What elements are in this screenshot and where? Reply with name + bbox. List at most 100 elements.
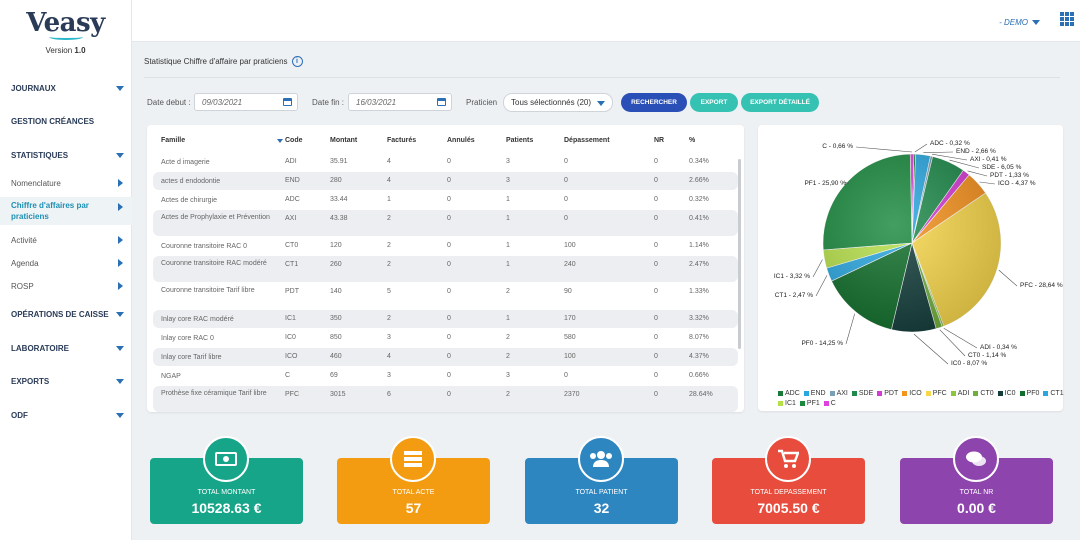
kpi-value: 10528.63 €: [191, 500, 262, 516]
apps-grid-icon[interactable]: [1060, 12, 1074, 26]
pie-label-ct1: CT1 - 2,47 %: [774, 292, 813, 299]
rechercher-button[interactable]: RECHERCHER: [621, 93, 687, 112]
sidebar-item-statistiques[interactable]: STATISTIQUES: [0, 145, 132, 165]
date-fin-label: Date fin :: [312, 98, 345, 107]
cell-depassement: 0: [564, 158, 568, 165]
legend-item-end[interactable]: END: [803, 389, 826, 398]
legend-item-ct1[interactable]: CT1: [1043, 389, 1064, 398]
col-annules[interactable]: Annulés: [447, 137, 475, 144]
pie-leader-line: [949, 159, 980, 169]
export-detaille-button[interactable]: EXPORT DÉTAILLÉ: [741, 93, 819, 112]
legend-label: CT0: [980, 390, 994, 397]
legend-item-pf1[interactable]: PF1: [799, 399, 820, 408]
sidebar-item-chiffre-affaires[interactable]: Chiffre d'affaires par praticiens: [0, 197, 132, 225]
chevron-right-icon: [118, 179, 123, 187]
col-code[interactable]: Code: [285, 137, 303, 144]
sidebar-item-operations-caisse[interactable]: OPÉRATIONS DE CAISSE: [0, 304, 132, 324]
sidebar-item-laboratoire[interactable]: LABORATOIRE: [0, 338, 132, 358]
pie-label-ic0: IC0 - 8,07 %: [951, 360, 988, 367]
legend-item-pf0[interactable]: PF0: [1019, 389, 1040, 398]
legend-item-pfc[interactable]: PFC: [925, 389, 947, 398]
sidebar-item-rosp[interactable]: ROSP: [0, 276, 132, 296]
cell-annules: 0: [447, 261, 451, 268]
legend-swatch: [925, 391, 931, 396]
legend-item-adc[interactable]: ADC: [778, 389, 800, 398]
cell-factures: 4: [387, 353, 391, 360]
legend-item-adi[interactable]: ADI: [950, 389, 969, 398]
pie-label-pf1: PF1 - 25,90 %: [804, 180, 846, 187]
sidebar-item-activite[interactable]: Activité: [0, 230, 132, 250]
chevron-down-icon: [116, 412, 124, 418]
table-row: Couronne transitoire RAC modéré CT1 260 2 0 1…: [153, 256, 738, 282]
cell-nr: 0: [654, 215, 658, 222]
col-percent[interactable]: %: [689, 137, 696, 144]
sidebar-item-nomenclature[interactable]: Nomenclature: [0, 173, 132, 193]
cell-annules: 0: [447, 353, 451, 360]
chevron-down-icon: [116, 311, 124, 317]
cell-nr: 0: [654, 334, 658, 341]
sidebar-item-exports[interactable]: EXPORTS: [0, 371, 132, 391]
cell-factures: 3: [387, 334, 391, 341]
pie-label-c: C - 0,66 %: [822, 143, 853, 150]
calendar-icon[interactable]: [437, 98, 446, 106]
cell-annules: 0: [447, 158, 451, 165]
sidebar-item-odf[interactable]: ODF: [0, 405, 132, 425]
kpi-label: TOTAL PATIENT: [575, 489, 628, 496]
date-debut-input[interactable]: 09/03/2021: [194, 93, 298, 111]
cell-annules: 0: [447, 177, 451, 184]
cell-patients: 3: [506, 158, 510, 165]
kpi-label: TOTAL MONTANT: [197, 489, 256, 496]
cell-montant: 850: [330, 334, 342, 341]
cell-montant: 69: [330, 372, 338, 379]
chevron-down-icon: [116, 345, 124, 351]
calendar-icon[interactable]: [283, 98, 292, 106]
cell-patients: 3: [506, 372, 510, 379]
sidebar-item-journaux[interactable]: JOURNAUX: [0, 78, 132, 98]
info-icon[interactable]: i: [291, 56, 303, 67]
export-button[interactable]: EXPORT: [690, 93, 738, 112]
legend-item-c[interactable]: C: [823, 399, 836, 408]
legend-item-sde[interactable]: SDE: [851, 389, 873, 398]
pie-slice-pf1[interactable]: [822, 153, 913, 251]
col-patients[interactable]: Patients: [506, 137, 534, 144]
legend-label: PF0: [1026, 390, 1040, 397]
legend-item-ico[interactable]: ICO: [902, 389, 922, 398]
legend-swatch: [799, 401, 805, 406]
pie-leader-line: [923, 151, 954, 154]
legend-swatch: [851, 391, 857, 396]
pie-leader-line: [998, 269, 1018, 287]
legend-item-pdt[interactable]: PDT: [877, 389, 898, 398]
cell-montant: 350: [330, 315, 342, 322]
sort-icon[interactable]: [277, 139, 283, 143]
praticien-select[interactable]: Tous sélectionnés (20): [503, 93, 613, 112]
legend-label: ICO: [909, 390, 922, 397]
kpi-tile-total-montant: TOTAL MONTANT 10528.63 €: [150, 436, 303, 524]
date-fin-input[interactable]: 16/03/2021: [348, 93, 452, 111]
cell-depassement: 240: [564, 261, 576, 268]
cell-factures: 2: [387, 215, 391, 222]
kpi-value: 57: [405, 500, 422, 516]
sidebar-item-agenda[interactable]: Agenda: [0, 253, 132, 273]
legend-item-axi[interactable]: AXI: [829, 389, 848, 398]
col-factures[interactable]: Facturés: [387, 137, 417, 144]
cell-annules: 0: [447, 215, 451, 222]
col-montant[interactable]: Montant: [330, 137, 358, 144]
legend-item-ic0[interactable]: IC0: [997, 389, 1016, 398]
legend-swatch: [778, 401, 783, 406]
col-depassement[interactable]: Dépassement: [564, 137, 610, 144]
chat-icon: [953, 436, 999, 482]
cell-code: IC1: [285, 315, 296, 322]
legend-swatch: [1043, 391, 1049, 396]
pie-legend: ADC END AXI SDE PDT ICO PFC ADI CT0 IC0 PF0 CT1 IC1 P…: [778, 389, 1068, 409]
sidebar-item-gestion-creances[interactable]: GESTION CRÉANCES: [11, 116, 95, 126]
legend-item-ic1[interactable]: IC1: [778, 399, 796, 408]
topbar: - DEMO: [132, 0, 1080, 42]
version-label: Version 1.0: [45, 46, 86, 55]
col-nr[interactable]: NR: [654, 137, 665, 144]
cell-annules: 0: [447, 334, 451, 341]
table-scrollbar[interactable]: [738, 159, 741, 349]
col-famille[interactable]: Famille: [161, 137, 186, 144]
user-menu[interactable]: - DEMO: [999, 18, 1040, 27]
cell-depassement: 170: [564, 315, 576, 322]
legend-item-ct0[interactable]: CT0: [973, 389, 994, 398]
